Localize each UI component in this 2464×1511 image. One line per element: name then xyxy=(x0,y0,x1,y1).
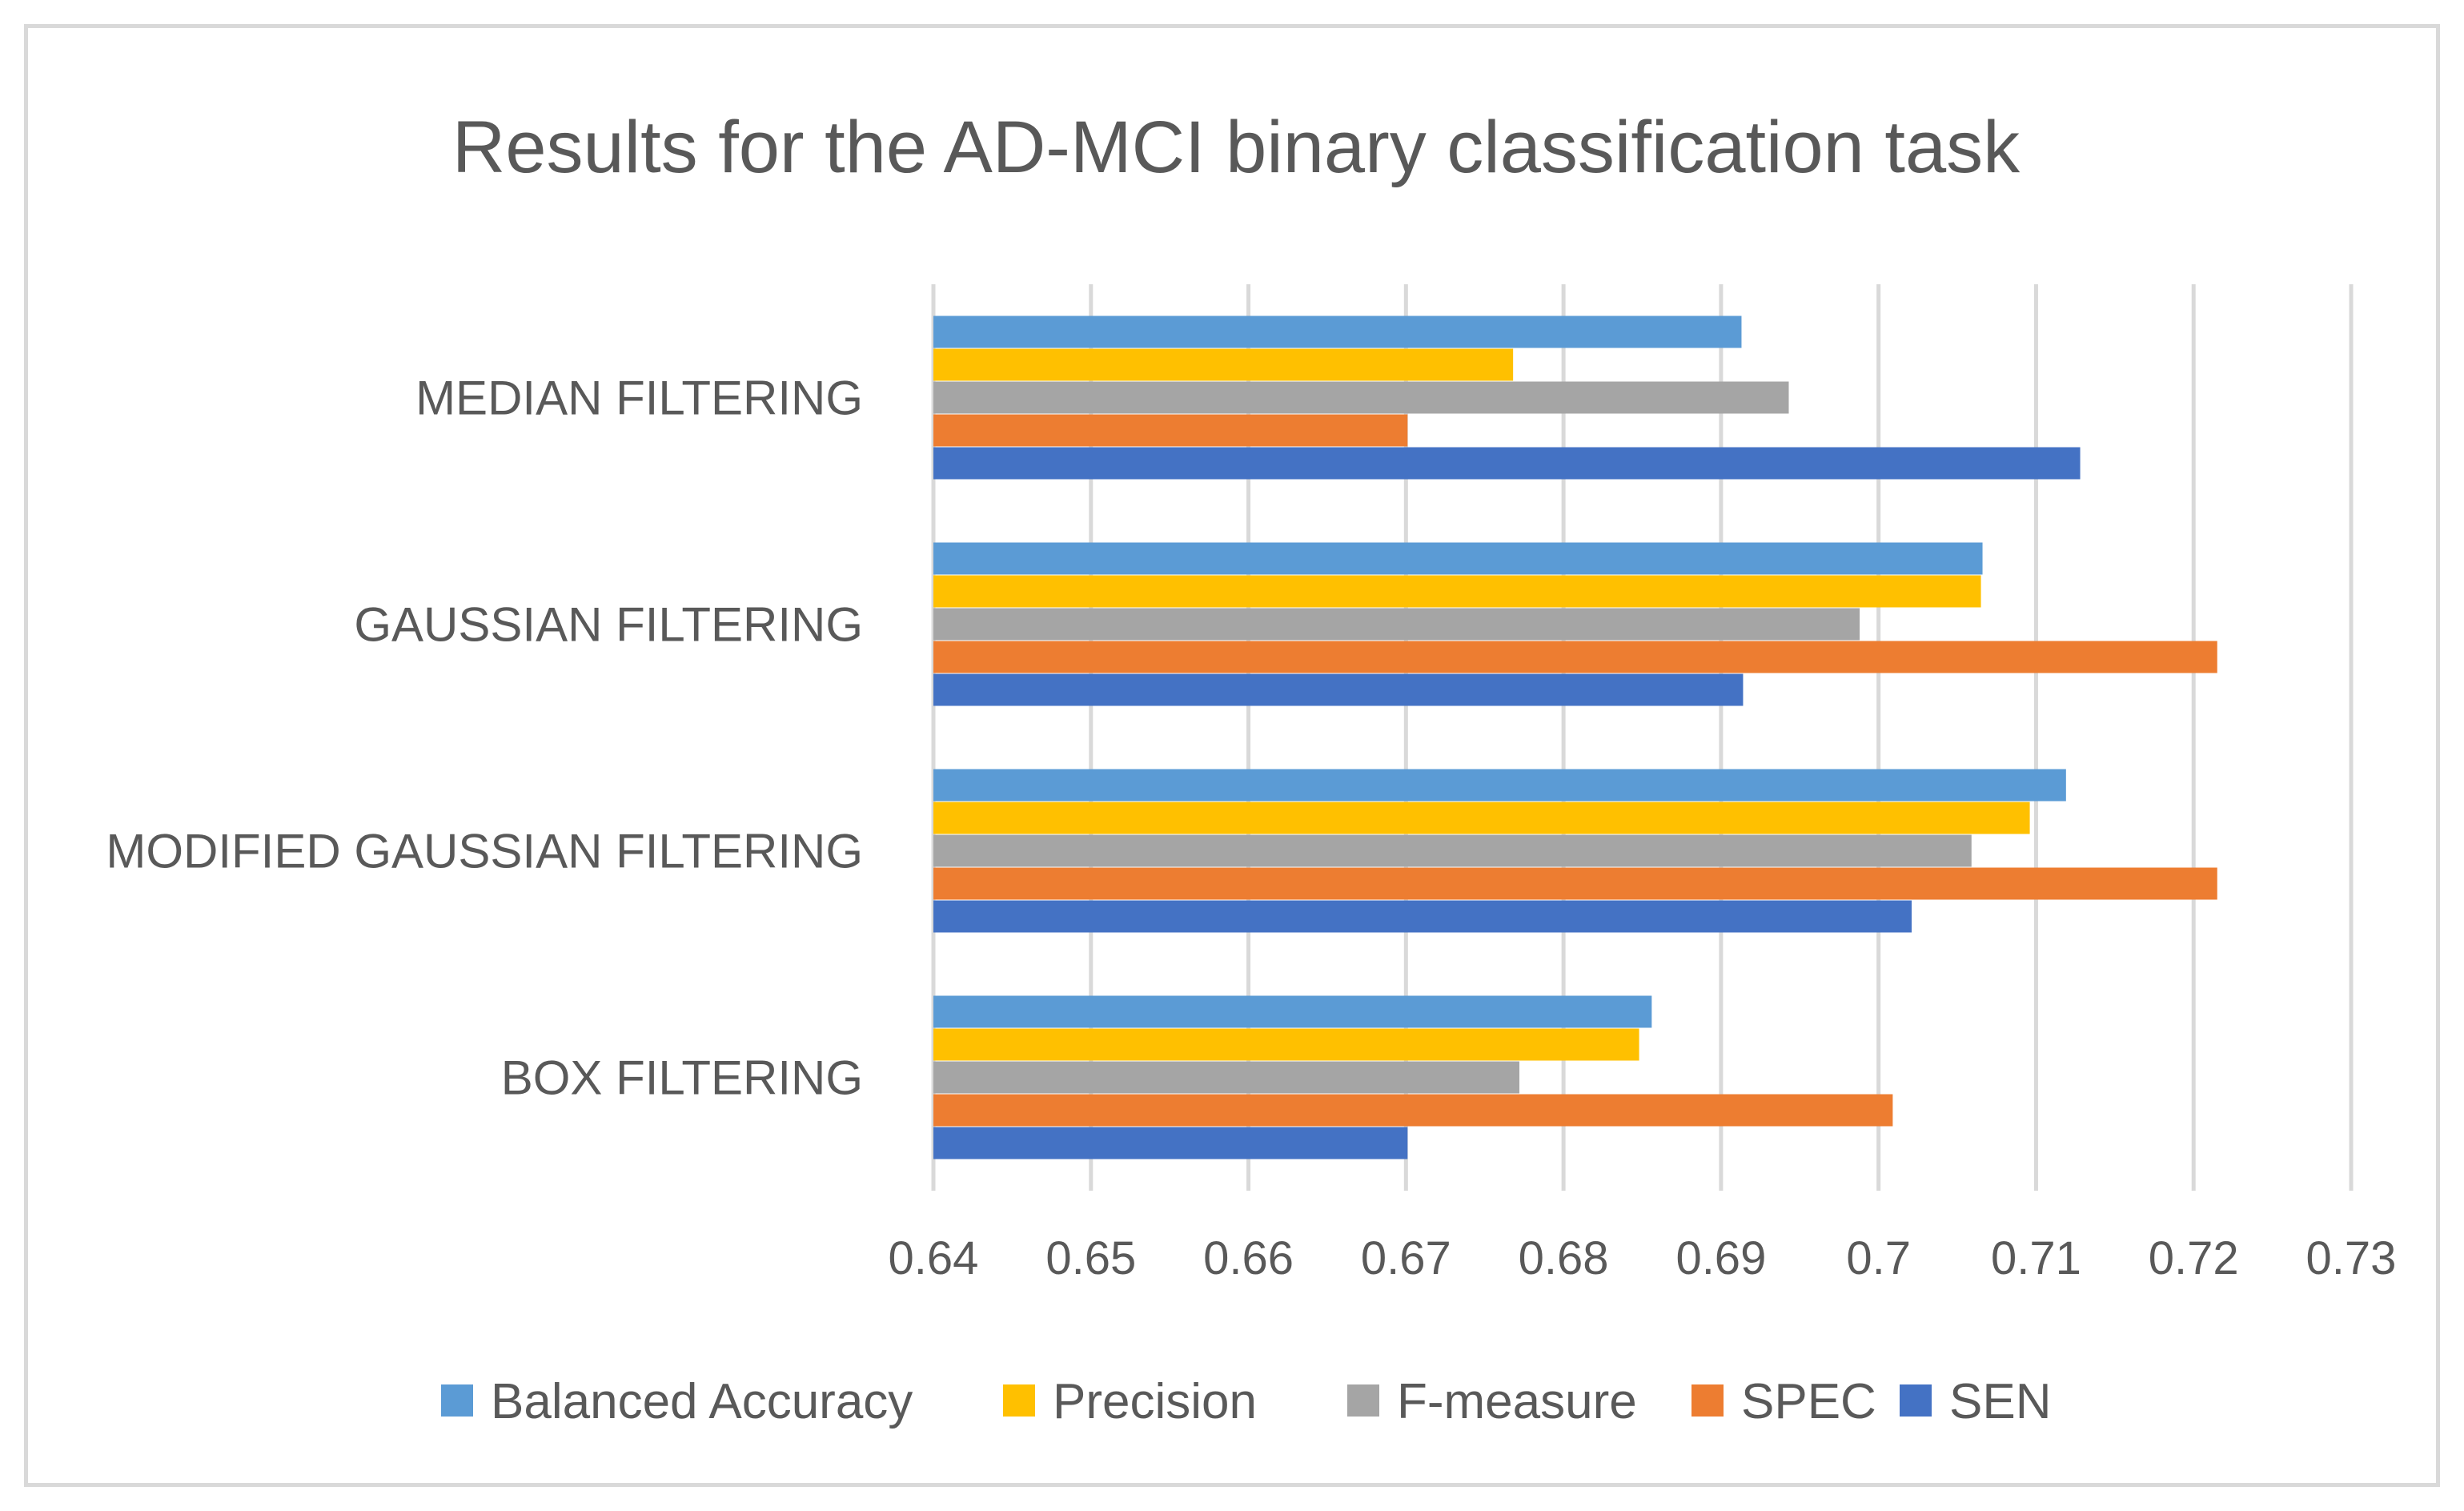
category-label-box-filtering: BOX FILTERING xyxy=(501,1051,863,1105)
legend-swatch-spec xyxy=(1691,1384,1724,1417)
category-label-modified-gaussian-filtering: MODIFIED GAUSSIAN FILTERING xyxy=(106,825,863,878)
chart-frame: Results for the AD-MCI binary classifica… xyxy=(24,24,2440,1487)
x-tick-label: 0.73 xyxy=(2306,1232,2397,1284)
legend-item-balanced-accuracy: Balanced Accuracy xyxy=(441,1374,913,1429)
bar-median-filtering-precision xyxy=(933,348,1514,381)
bar-median-filtering-sen xyxy=(933,447,2081,480)
legend-item-precision: Precision xyxy=(1003,1374,1257,1429)
bar-gaussian-filtering-sen xyxy=(933,673,1744,706)
category-labels: MEDIAN FILTERING GAUSSIAN FILTERING MODIFI… xyxy=(106,372,863,1105)
legend-swatch-balanced-accuracy xyxy=(441,1384,473,1417)
bar-modified-gaussian-filtering-spec xyxy=(933,867,2217,900)
bar-median-filtering-spec xyxy=(933,414,1408,447)
legend-swatch-sen xyxy=(1900,1384,1932,1417)
legend-item-f-measure: F-measure xyxy=(1347,1374,1637,1429)
legend-label-sen: SEN xyxy=(1949,1374,2051,1429)
x-tick-label: 0.68 xyxy=(1519,1232,1609,1284)
bars xyxy=(933,315,2217,1159)
bar-gaussian-filtering-precision xyxy=(933,575,1981,608)
x-tick-label: 0.64 xyxy=(889,1232,979,1284)
legend-label-balanced-accuracy: Balanced Accuracy xyxy=(491,1374,913,1429)
chart-svg: Results for the AD-MCI binary classifica… xyxy=(106,106,2397,1429)
legend-label-precision: Precision xyxy=(1053,1374,1257,1429)
category-label-gaussian-filtering: GAUSSIAN FILTERING xyxy=(354,598,863,652)
bar-box-filtering-sen xyxy=(933,1127,1408,1159)
legend-item-spec: SPEC xyxy=(1691,1374,1876,1429)
x-tick-label: 0.7 xyxy=(1846,1232,1911,1284)
bar-box-filtering-spec xyxy=(933,1094,1893,1127)
legend-swatch-precision xyxy=(1003,1384,1035,1417)
x-tick-label: 0.65 xyxy=(1045,1232,1136,1284)
legend-label-spec: SPEC xyxy=(1741,1374,1876,1429)
x-tick-label: 0.69 xyxy=(1675,1232,1766,1284)
bar-box-filtering-precision xyxy=(933,1028,1639,1061)
bar-modified-gaussian-filtering-f-measure xyxy=(933,834,1972,867)
bar-box-filtering-balanced-accuracy xyxy=(933,995,1652,1028)
x-tick-label: 0.66 xyxy=(1203,1232,1294,1284)
bar-median-filtering-f-measure xyxy=(933,381,1789,414)
legend-label-f-measure: F-measure xyxy=(1397,1374,1637,1429)
legend: Balanced Accuracy Precision F-measure SPEC S… xyxy=(441,1374,2051,1429)
bar-gaussian-filtering-f-measure xyxy=(933,608,1860,641)
chart-title: Results for the AD-MCI binary classifica… xyxy=(452,106,2021,188)
bar-modified-gaussian-filtering-sen xyxy=(933,900,1912,933)
bar-modified-gaussian-filtering-precision xyxy=(933,802,2030,834)
x-axis-tick-labels: 0.64 0.65 0.66 0.67 0.68 0.69 0.7 0.71 0.72 0.73 xyxy=(889,1232,2397,1284)
bar-gaussian-filtering-balanced-accuracy xyxy=(933,542,1983,575)
x-tick-label: 0.71 xyxy=(1991,1232,2081,1284)
bar-median-filtering-balanced-accuracy xyxy=(933,315,1742,348)
legend-item-sen: SEN xyxy=(1900,1374,2051,1429)
bar-modified-gaussian-filtering-balanced-accuracy xyxy=(933,769,2066,802)
x-tick-label: 0.72 xyxy=(2149,1232,2239,1284)
x-tick-label: 0.67 xyxy=(1361,1232,1451,1284)
category-label-median-filtering: MEDIAN FILTERING xyxy=(415,372,863,425)
bar-gaussian-filtering-spec xyxy=(933,641,2217,673)
bar-box-filtering-f-measure xyxy=(933,1061,1520,1094)
legend-swatch-f-measure xyxy=(1347,1384,1379,1417)
